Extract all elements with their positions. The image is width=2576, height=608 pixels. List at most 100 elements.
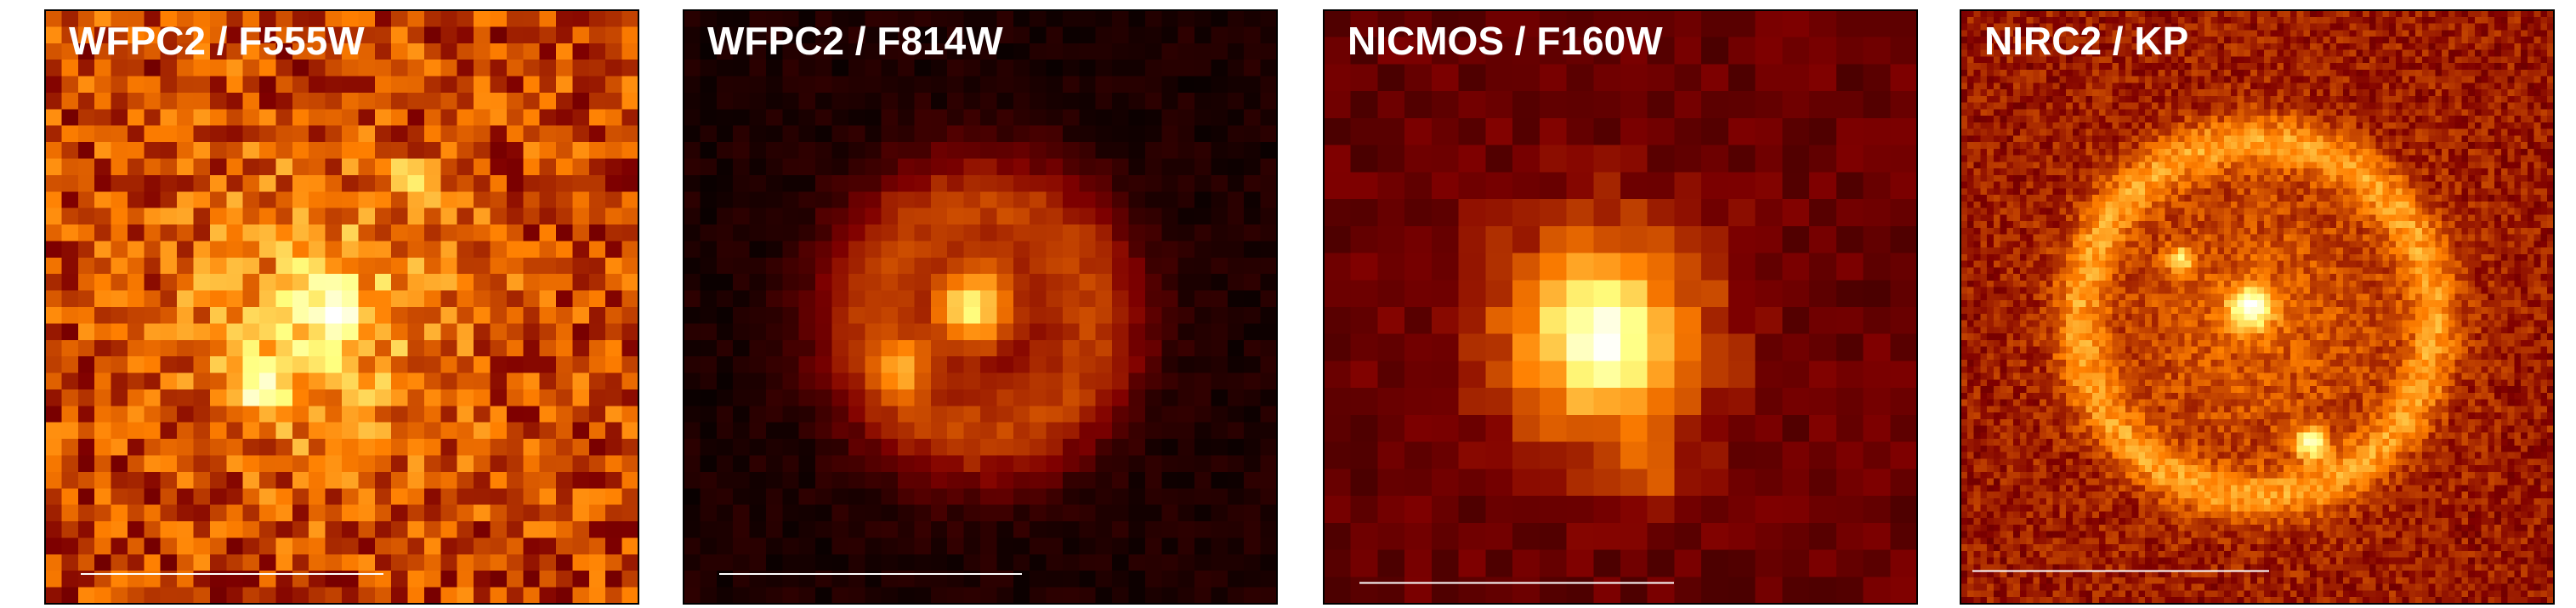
pixel [523, 76, 541, 94]
pixel [2013, 16, 2021, 25]
pixel [930, 323, 948, 341]
pixel [2085, 10, 2093, 18]
pixel [1227, 43, 1245, 60]
pixel [1046, 571, 1064, 588]
pixel [2138, 109, 2146, 116]
pixel [2158, 122, 2166, 130]
pixel [733, 422, 751, 440]
pixel [1046, 471, 1064, 489]
pixel [1112, 10, 1130, 27]
pixel [391, 554, 409, 571]
pixel [605, 488, 623, 506]
pixel [605, 224, 623, 242]
pixel [94, 571, 112, 588]
pixel [1728, 199, 1756, 227]
pixel [2019, 116, 2028, 123]
pixel [605, 26, 623, 44]
pixel [2270, 16, 2278, 25]
pixel [1782, 37, 1810, 65]
pixel [407, 109, 425, 127]
pixel [2244, 135, 2251, 143]
pixel [259, 125, 277, 143]
pixel [2474, 135, 2482, 143]
pixel [1863, 361, 1891, 389]
pixel [292, 356, 309, 374]
pixel [2145, 69, 2153, 77]
pixel [556, 76, 574, 94]
pixel [798, 158, 816, 176]
pixel [2310, 69, 2318, 77]
pixel [2488, 89, 2495, 97]
pixel [2059, 37, 2067, 44]
pixel [2105, 89, 2113, 97]
pixel [2533, 89, 2542, 97]
pixel [1890, 225, 1918, 254]
pixel [588, 406, 606, 423]
pixel [1211, 339, 1228, 357]
pixel [815, 224, 833, 242]
pixel [2284, 30, 2291, 37]
pixel [45, 372, 62, 390]
pixel [2303, 102, 2311, 110]
pixel [572, 174, 590, 192]
pixel [898, 224, 916, 242]
pixel [1194, 439, 1212, 457]
pixel [94, 290, 112, 308]
pixel [2316, 49, 2324, 57]
pixel [605, 307, 623, 324]
pixel [963, 356, 981, 374]
pixel [1079, 521, 1097, 539]
pixel [2138, 102, 2146, 110]
pixel [963, 142, 981, 160]
pixel [716, 323, 734, 341]
pixel [1177, 43, 1195, 60]
pixel [2415, 69, 2423, 77]
pixel [2250, 135, 2258, 143]
pixel [2468, 43, 2476, 51]
pixel [865, 43, 882, 60]
pixel [881, 422, 899, 440]
pixel [1211, 274, 1228, 292]
pixel [2421, 109, 2430, 116]
pixel [2112, 116, 2119, 123]
pixel [2040, 43, 2047, 51]
pixel [1227, 587, 1245, 605]
pixel [391, 224, 409, 242]
pixel [881, 224, 899, 242]
pixel [1244, 521, 1262, 539]
pixel [798, 257, 816, 275]
pixel [2059, 135, 2067, 143]
pixel [2033, 43, 2040, 51]
pixel [1095, 142, 1113, 160]
pixel [1782, 253, 1810, 281]
pixel [1079, 422, 1097, 440]
pixel [2296, 23, 2304, 31]
pixel [1177, 274, 1195, 292]
pixel [2079, 76, 2086, 83]
pixel [963, 60, 981, 77]
pixel [506, 488, 524, 506]
pixel [588, 471, 606, 489]
pixel [2375, 37, 2383, 44]
pixel [2395, 95, 2403, 104]
pixel [2474, 43, 2482, 51]
pixel [2547, 49, 2555, 57]
pixel [2382, 49, 2390, 57]
pixel [1674, 549, 1702, 577]
pixel [605, 372, 623, 390]
pixel [1973, 128, 1981, 136]
pixel [325, 224, 343, 242]
pixel [1079, 142, 1097, 160]
pixel [1128, 587, 1146, 605]
pixel [831, 571, 849, 588]
pixel [749, 241, 767, 259]
pixel [1966, 142, 1975, 150]
pixel [1177, 571, 1195, 588]
pixel [374, 109, 392, 127]
pixel [556, 191, 574, 209]
pixel [358, 554, 376, 571]
pixel [242, 207, 260, 225]
pixel [716, 207, 734, 225]
pixel [1062, 504, 1080, 522]
pixel [1128, 439, 1146, 457]
